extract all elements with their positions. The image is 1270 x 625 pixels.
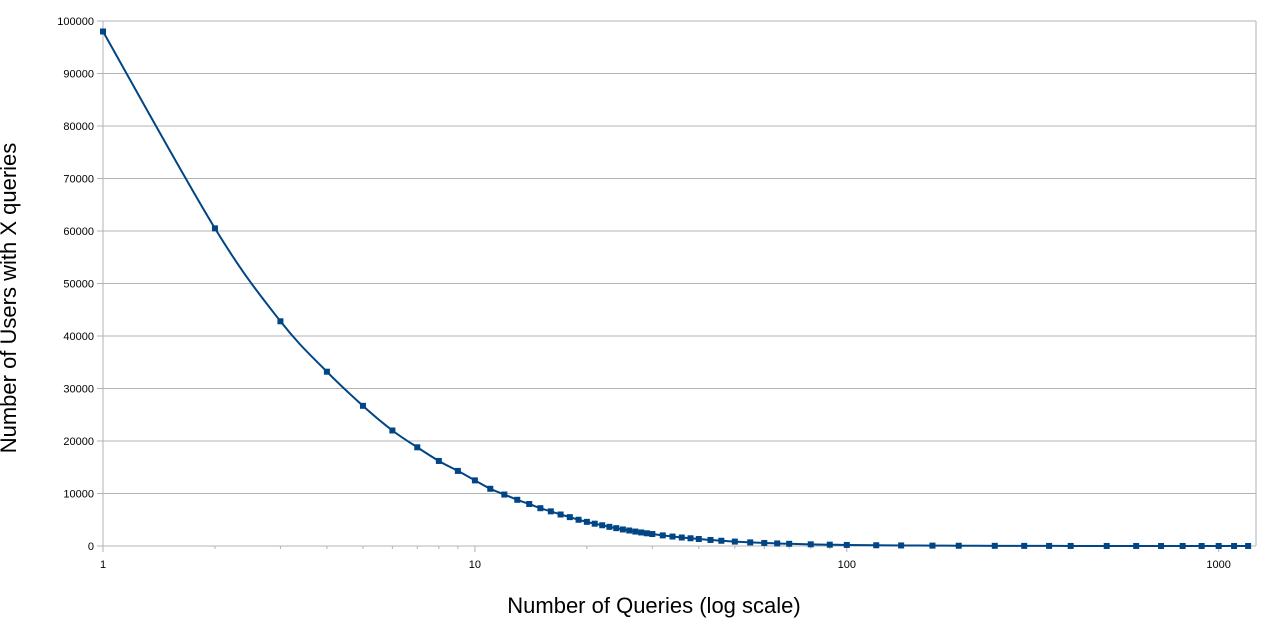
data-point: [632, 528, 639, 535]
data-point: [454, 467, 461, 474]
data-point: [669, 533, 676, 540]
data-point: [359, 402, 366, 409]
data-point: [537, 505, 544, 512]
data-point: [707, 536, 714, 543]
data-point: [514, 496, 521, 503]
data-point: [389, 427, 396, 434]
data-point: [1231, 542, 1238, 549]
data-point: [718, 537, 725, 544]
data-point: [1179, 542, 1186, 549]
data-point: [626, 527, 633, 534]
data-point: [659, 532, 666, 539]
data-point: [619, 526, 626, 533]
y-axis-title: Number of Users with X queries: [0, 143, 21, 454]
y-tick-labels: 0 10000 20000 30000 40000 50000 60000 70000 8000…: [57, 16, 94, 553]
axes: [97, 20, 1257, 552]
data-point: [435, 457, 442, 464]
data-point: [323, 368, 330, 375]
series-layer: [100, 28, 1252, 549]
y-tick-label: 20000: [63, 436, 94, 448]
data-point: [100, 28, 106, 35]
data-point: [606, 523, 613, 530]
data-point: [898, 542, 905, 549]
data-point: [929, 542, 936, 549]
data-point: [547, 508, 554, 515]
data-point: [1021, 542, 1028, 549]
data-point: [575, 516, 582, 523]
x-tick-labels: 1 10 100 1000: [100, 559, 1231, 571]
data-point: [1067, 542, 1074, 549]
y-tick-label: 10000: [63, 489, 94, 501]
data-point: [873, 542, 880, 549]
data-point: [774, 540, 781, 547]
data-point: [1133, 542, 1140, 549]
x-tick-label: 1000: [1206, 559, 1230, 571]
data-point: [649, 531, 656, 538]
data-point: [613, 525, 620, 532]
y-tick-label: 30000: [63, 384, 94, 396]
data-point: [487, 485, 494, 492]
y-tick-label: 60000: [63, 226, 94, 238]
data-point: [211, 225, 218, 232]
y-tick-label: 40000: [63, 331, 94, 343]
data-point: [471, 477, 478, 484]
data-point: [761, 539, 768, 546]
data-point: [678, 534, 685, 541]
data-point: [807, 541, 814, 548]
x-tick-label: 10: [469, 559, 481, 571]
x-tick-label: 1: [100, 559, 106, 571]
data-point: [1046, 542, 1053, 549]
data-point: [786, 540, 793, 547]
data-point: [599, 522, 606, 529]
y-tick-label: 90000: [63, 69, 94, 81]
data-point: [991, 542, 998, 549]
data-point: [414, 444, 421, 451]
data-point: [526, 501, 533, 507]
y-tick-label: 80000: [63, 121, 94, 133]
x-tick-label: 100: [838, 559, 856, 571]
y-tick-label: 50000: [63, 279, 94, 291]
y-tick-label: 0: [88, 541, 94, 553]
series-line-0: [102, 31, 1249, 547]
data-point: [501, 491, 508, 498]
data-point: [1245, 542, 1252, 549]
y-tick-label: 100000: [57, 16, 94, 28]
data-point: [1198, 542, 1205, 549]
data-point: [638, 529, 645, 536]
data-point: [643, 530, 650, 537]
data-point: [687, 535, 694, 542]
data-point: [826, 541, 833, 548]
y-tick-label: 70000: [63, 174, 94, 186]
data-point: [591, 520, 598, 527]
data-point: [843, 541, 850, 548]
x-axis-title: Number of Queries (log scale): [507, 593, 800, 618]
data-point: [277, 318, 284, 325]
data-point: [747, 539, 754, 546]
gridlines: [103, 20, 1256, 547]
data-point: [1103, 542, 1110, 549]
data-point: [695, 536, 702, 543]
data-point: [1215, 542, 1222, 549]
data-point: [731, 538, 738, 545]
data-point: [1158, 542, 1165, 549]
data-point: [566, 514, 573, 521]
data-point: [955, 542, 962, 549]
data-point: [583, 518, 590, 525]
data-point: [557, 511, 564, 518]
